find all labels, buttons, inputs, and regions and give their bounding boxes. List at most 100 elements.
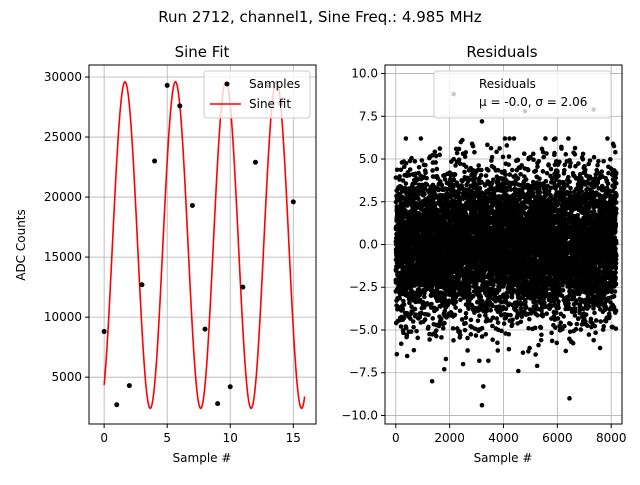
residual-point <box>404 181 409 186</box>
residual-point <box>408 167 413 172</box>
residual-point <box>508 313 513 318</box>
residual-point <box>524 177 529 182</box>
residual-point <box>486 358 491 363</box>
residual-point <box>501 155 506 160</box>
residual-point <box>505 294 510 299</box>
sample-point <box>102 329 107 334</box>
residual-point <box>429 302 434 307</box>
residual-point <box>420 158 425 163</box>
residual-point <box>409 156 414 161</box>
residual-point <box>437 153 442 158</box>
residual-point <box>516 176 521 181</box>
residual-point <box>426 312 431 317</box>
residual-point <box>476 163 481 168</box>
sample-point <box>291 199 296 204</box>
sample-point <box>253 160 258 165</box>
y-tick-label: 25000 <box>44 130 82 144</box>
residual-point <box>479 168 484 173</box>
residual-point <box>479 295 484 300</box>
residual-point <box>506 332 511 337</box>
residual-point <box>465 336 470 341</box>
residual-point <box>502 321 507 326</box>
residual-point <box>507 136 512 141</box>
figure-title: Run 2712, channel1, Sine Freq.: 4.985 MH… <box>158 8 482 26</box>
legend-samples-label: Samples <box>249 77 300 91</box>
residual-point <box>496 320 501 325</box>
x-tick-label: 10 <box>223 431 238 445</box>
residual-point <box>477 313 482 318</box>
sine-fit-curve-layer <box>104 82 305 409</box>
residual-point <box>484 173 489 178</box>
residual-point <box>507 154 512 159</box>
residual-point <box>504 188 509 193</box>
residual-point <box>472 150 477 155</box>
residual-point <box>458 308 463 313</box>
residual-point <box>489 146 494 151</box>
residual-point <box>433 149 438 154</box>
residual-point <box>439 335 444 340</box>
sample-point <box>152 159 157 164</box>
sine-fit-xlabel: Sample # <box>173 451 232 465</box>
residual-point <box>413 312 418 317</box>
residual-point <box>463 150 468 155</box>
residual-point <box>469 318 474 323</box>
residual-point <box>460 138 465 143</box>
residual-point <box>404 326 409 331</box>
residual-point <box>425 182 430 187</box>
residual-point <box>507 172 512 177</box>
residual-point <box>510 322 515 327</box>
residual-point <box>451 326 456 331</box>
residual-point <box>466 306 471 311</box>
sample-point <box>203 327 208 332</box>
residual-point <box>426 325 431 330</box>
residual-point <box>507 347 512 352</box>
sample-point <box>215 401 220 406</box>
sample-point <box>165 83 170 88</box>
residual-point <box>414 329 419 334</box>
x-tick-label: 5 <box>163 431 171 445</box>
y-tick-label: 5000 <box>51 370 82 384</box>
residual-point <box>399 341 404 346</box>
residual-point <box>478 186 483 191</box>
residual-point <box>464 165 469 170</box>
residual-point <box>522 151 527 156</box>
residual-point <box>463 321 468 326</box>
residual-point <box>519 319 524 324</box>
residual-point <box>463 328 468 333</box>
residual-point <box>516 158 521 163</box>
residual-point <box>480 326 485 331</box>
residual-point <box>490 337 495 342</box>
residual-point <box>453 313 458 318</box>
residual-point <box>423 317 428 322</box>
y-tick-label: 15000 <box>44 250 82 264</box>
residual-point <box>435 167 440 172</box>
residual-point <box>405 354 410 359</box>
residual-point <box>464 311 469 316</box>
residual-point <box>495 348 500 353</box>
residual-point <box>483 183 488 188</box>
residual-point <box>512 136 517 141</box>
x-tick-label: 15 <box>286 431 301 445</box>
sample-point <box>228 384 233 389</box>
residual-point <box>434 328 439 333</box>
residual-point <box>404 161 409 166</box>
y-tick-label: 30000 <box>44 70 82 84</box>
residual-point <box>403 186 408 191</box>
residual-point <box>491 283 496 288</box>
residual-point <box>419 136 424 141</box>
residual-point <box>433 160 438 165</box>
x-tick-label: 0 <box>100 431 108 445</box>
residual-point <box>510 292 515 297</box>
residual-point <box>423 170 428 175</box>
residual-point <box>438 146 443 151</box>
sine-fit-legend: Samples Sine fit <box>204 71 310 118</box>
residual-point <box>477 358 482 363</box>
residual-point <box>486 168 491 173</box>
residual-point <box>463 154 468 159</box>
sample-point <box>114 402 119 407</box>
residuals-title: Residuals <box>466 43 537 61</box>
residual-point <box>510 168 515 173</box>
residual-point <box>499 329 504 334</box>
residual-point <box>457 147 462 152</box>
residual-point <box>395 352 400 357</box>
